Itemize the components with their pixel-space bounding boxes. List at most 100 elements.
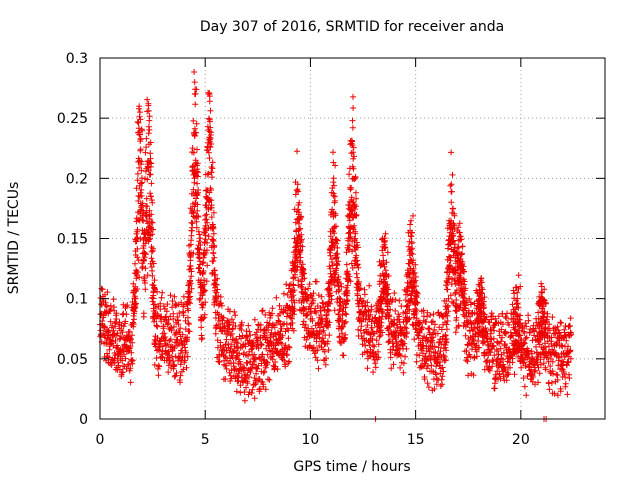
data-point	[147, 139, 154, 146]
data-point	[425, 326, 432, 333]
data-point	[205, 233, 212, 240]
data-point	[137, 235, 144, 242]
data-point	[337, 302, 344, 309]
data-point	[330, 190, 337, 197]
data-point	[490, 335, 497, 342]
data-point	[522, 320, 529, 327]
x-tick-label: 5	[201, 432, 210, 448]
data-point	[104, 350, 110, 357]
data-point	[561, 329, 568, 336]
data-point	[334, 262, 341, 269]
data-point	[255, 362, 262, 369]
data-point	[567, 315, 574, 322]
data-point	[200, 315, 206, 322]
data-point	[202, 212, 209, 219]
data-point	[326, 285, 333, 291]
data-point	[291, 287, 298, 294]
data-point	[207, 143, 214, 150]
data-point	[413, 315, 420, 322]
data-point	[273, 294, 280, 301]
data-point	[168, 327, 175, 334]
data-point	[523, 334, 530, 341]
data-point	[134, 177, 141, 184]
data-point	[179, 331, 186, 338]
data-point	[208, 129, 215, 136]
data-point	[413, 289, 420, 296]
data-point	[287, 314, 294, 321]
data-point	[461, 281, 467, 288]
data-point	[192, 129, 199, 136]
data-point	[480, 329, 487, 336]
data-point	[397, 364, 404, 371]
data-point	[148, 193, 154, 200]
data-point	[385, 273, 392, 279]
data-point	[360, 298, 367, 305]
data-point	[461, 278, 468, 285]
data-point	[500, 373, 507, 380]
data-point	[122, 303, 129, 310]
data-point	[144, 176, 151, 183]
data-point	[347, 278, 354, 285]
data-point	[426, 348, 433, 355]
data-point	[427, 312, 434, 319]
data-point	[202, 287, 208, 294]
data-point	[496, 371, 503, 378]
data-point	[355, 278, 362, 285]
data-point	[131, 316, 137, 323]
data-point	[448, 188, 455, 195]
data-point	[103, 303, 110, 310]
data-point	[450, 237, 457, 244]
data-point	[159, 289, 166, 296]
data-point	[533, 343, 539, 350]
data-point	[296, 209, 302, 216]
data-point	[467, 301, 474, 308]
data-point	[441, 353, 448, 360]
data-point	[205, 149, 212, 156]
data-point	[433, 375, 440, 382]
data-point	[236, 350, 243, 357]
data-point	[335, 258, 342, 265]
data-point	[139, 127, 146, 134]
data-point	[329, 206, 336, 213]
data-point	[448, 149, 455, 156]
data-point	[327, 246, 334, 253]
data-point	[134, 170, 141, 177]
data-point	[279, 332, 286, 339]
data-point	[332, 197, 338, 204]
data-point	[369, 342, 376, 349]
data-point	[187, 300, 193, 307]
data-point	[380, 252, 387, 259]
data-point	[539, 289, 546, 296]
data-point	[269, 310, 275, 317]
data-point	[169, 298, 176, 304]
y-tick-label: 0.1	[66, 292, 88, 308]
data-point	[327, 300, 334, 307]
data-point	[142, 265, 149, 272]
data-point	[98, 285, 105, 292]
data-point	[249, 386, 256, 393]
data-point	[398, 303, 405, 310]
data-point	[419, 324, 426, 331]
data-point	[551, 390, 558, 397]
data-point	[354, 274, 361, 281]
data-point	[197, 235, 204, 242]
data-point	[420, 307, 427, 314]
data-point	[237, 389, 244, 396]
data-point	[108, 362, 115, 369]
data-point	[209, 159, 216, 166]
data-point	[326, 332, 333, 339]
data-point	[479, 286, 486, 293]
data-point	[420, 350, 426, 357]
data-point	[142, 251, 149, 258]
data-point	[145, 130, 152, 137]
data-point	[318, 293, 325, 300]
data-point	[370, 369, 377, 376]
data-point	[489, 363, 496, 370]
data-point	[414, 290, 421, 297]
data-point	[223, 336, 230, 343]
data-point	[413, 358, 420, 365]
data-point	[98, 301, 105, 308]
data-point	[228, 341, 235, 348]
data-point	[430, 311, 437, 318]
data-point	[514, 311, 520, 318]
